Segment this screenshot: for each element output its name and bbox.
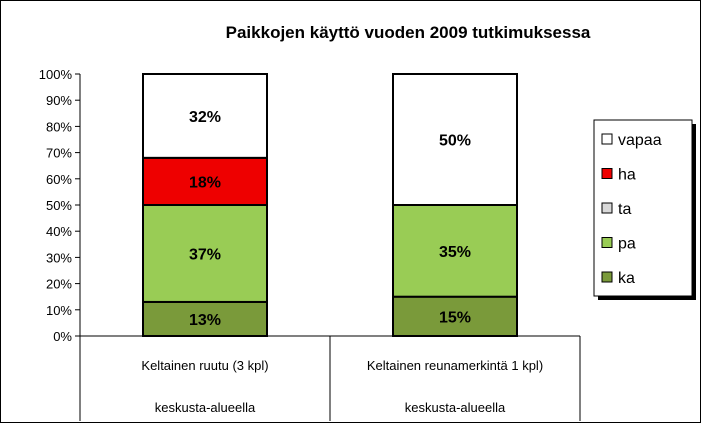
category-label: Keltainen ruutu (3 kpl) — [141, 358, 268, 373]
y-tick-label: 10% — [46, 303, 72, 318]
y-tick-label: 60% — [46, 172, 72, 187]
y-tick-label: 100% — [39, 67, 73, 82]
y-tick-label: 40% — [46, 224, 72, 239]
data-label-pa: 37% — [189, 246, 221, 263]
y-tick-label: 90% — [46, 93, 72, 108]
legend-label-ka: ka — [618, 270, 635, 287]
legend-swatch-pa — [601, 237, 613, 248]
y-tick-label: 0% — [53, 329, 72, 344]
data-label-vapaa: 50% — [439, 133, 471, 150]
data-label-vapaa: 32% — [189, 109, 221, 126]
legend-swatch-ta — [601, 202, 613, 214]
legend-swatch-ha — [601, 168, 613, 179]
legend: vapaa ha ta pa ka — [593, 119, 696, 300]
legend-label-vapaa: vapaa — [618, 132, 662, 149]
chart-title: Paikkojen käyttö vuoden 2009 tutkimukses… — [226, 23, 591, 42]
category-label: Keltainen reunamerkintä 1 kpl) — [367, 358, 543, 373]
y-tick-label: 70% — [46, 146, 72, 161]
data-label-ka: 13% — [189, 312, 221, 329]
y-axis: 0% 10% 20% 30% 40% 50% 60% 70% 80% 90% 100% — [39, 67, 81, 344]
category-sublabel: keskusta-alueella — [155, 400, 256, 415]
data-label-pa: 35% — [439, 244, 471, 261]
data-label-ka: 15% — [439, 309, 471, 326]
data-label-ha: 18% — [189, 174, 221, 191]
category-sublabel: keskusta-alueella — [405, 400, 506, 415]
y-tick-label: 50% — [46, 198, 72, 213]
y-tick-label: 80% — [46, 119, 72, 134]
bar-segment-pa — [392, 204, 518, 298]
legend-label-ha: ha — [618, 167, 636, 184]
y-tick-label: 30% — [46, 250, 72, 265]
legend-swatch-ka — [601, 271, 613, 283]
bar-segment-vapaa — [142, 73, 268, 159]
bars: 13% 37% 18% 32% 15% 35% 50% — [142, 73, 518, 338]
legend-label-pa: pa — [618, 236, 636, 253]
bar-segment-vapaa — [392, 73, 518, 206]
category-table: Keltainen ruutu (3 kpl) keskusta-alueella… — [79, 335, 581, 421]
legend-swatch-vapaa — [601, 133, 613, 145]
y-tick-label: 20% — [46, 277, 72, 292]
legend-label-ta: ta — [618, 201, 631, 218]
